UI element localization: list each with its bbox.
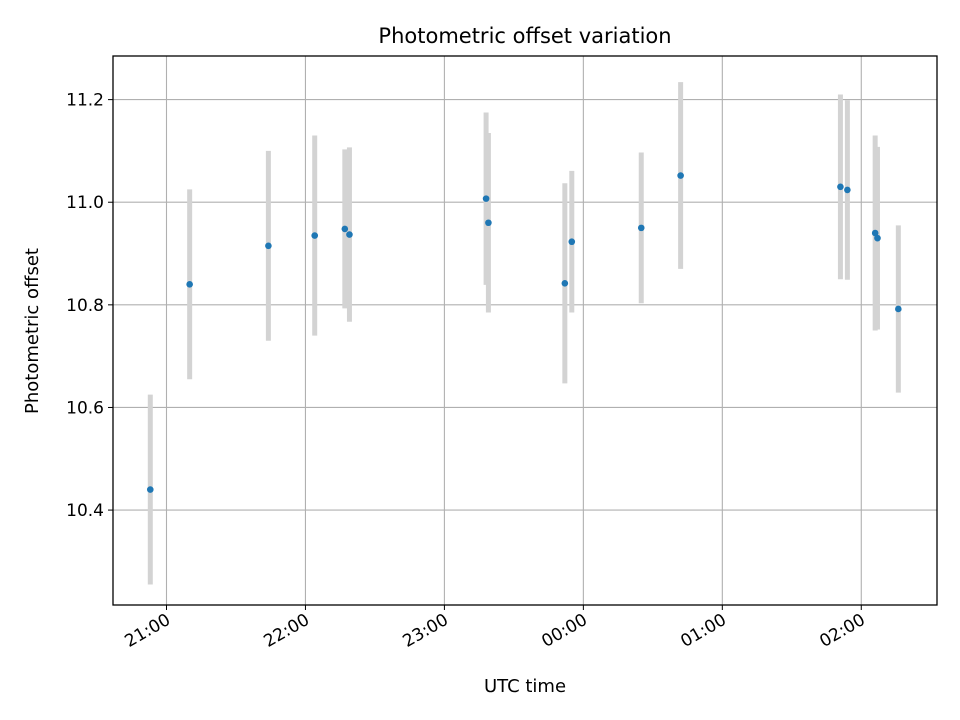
x-tick-label: 21:00 bbox=[122, 610, 174, 652]
data-point bbox=[485, 219, 492, 227]
x-tick-label: 02:00 bbox=[816, 610, 868, 652]
y-tick-label: 10.4 bbox=[66, 501, 104, 521]
y-axis-label: Photometric offset bbox=[22, 248, 43, 414]
x-tick-label: 22:00 bbox=[261, 610, 313, 652]
data-point bbox=[482, 195, 490, 202]
data-point bbox=[837, 183, 844, 191]
plot-frame bbox=[112, 55, 938, 606]
data-point bbox=[895, 305, 902, 313]
data-point bbox=[346, 231, 353, 238]
x-axis-label: UTC time bbox=[484, 676, 566, 697]
data-point bbox=[265, 242, 272, 250]
data-point bbox=[637, 224, 645, 232]
data-point bbox=[677, 172, 684, 179]
y-tick-label: 10.6 bbox=[66, 398, 104, 418]
y-tick-label: 11.0 bbox=[66, 193, 104, 213]
data-point bbox=[146, 486, 154, 493]
y-axis-ticks: 10.4 10.6 10.8 11.0 11.2 bbox=[66, 91, 113, 521]
data-points bbox=[146, 172, 902, 493]
data-point bbox=[341, 225, 349, 233]
data-point bbox=[311, 232, 319, 239]
chart-title: Photometric offset variation bbox=[378, 24, 671, 48]
data-point bbox=[561, 279, 569, 287]
error-bars bbox=[147, 82, 901, 585]
x-tick-label: 00:00 bbox=[538, 610, 590, 652]
data-point bbox=[186, 281, 193, 288]
y-tick-label: 10.8 bbox=[66, 296, 104, 316]
data-point bbox=[871, 229, 879, 237]
grid-lines bbox=[113, 56, 937, 605]
x-tick-label: 23:00 bbox=[399, 610, 451, 652]
data-point bbox=[844, 186, 851, 194]
x-tick-label: 01:00 bbox=[677, 610, 729, 652]
x-axis-ticks: 21:00 22:00 23:00 00:00 01:00 02:00 bbox=[122, 605, 869, 652]
data-point bbox=[568, 238, 576, 246]
y-tick-label: 11.2 bbox=[66, 91, 104, 111]
data-point bbox=[874, 234, 881, 242]
